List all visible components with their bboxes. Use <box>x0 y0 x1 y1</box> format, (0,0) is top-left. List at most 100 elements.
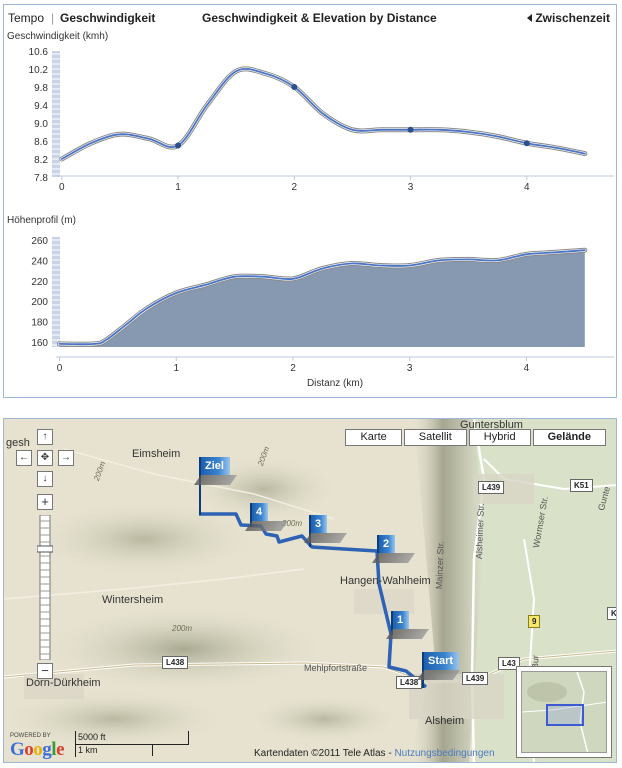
place-hangen-wahlheim: Hangen-Wahlheim <box>340 575 431 587</box>
charts-canvas: Geschwindigkeit (kmh) 7.8 8.2 8.6 9.0 9.4 9.8 1… <box>7 31 614 389</box>
triangle-left-icon <box>527 14 533 22</box>
map-panel[interactable]: Guntersblum Eimsheim gesh Wintersheim Ha… <box>3 418 617 763</box>
place-gesheim: gesh <box>6 437 30 449</box>
split-times-label: Zwischenzeit <box>535 11 610 25</box>
elevation-area <box>59 250 585 347</box>
route-marker-3[interactable]: 3 <box>309 515 328 533</box>
x-axis-label: Distanz (km) <box>307 378 363 389</box>
pan-down-icon[interactable]: ↓ <box>37 471 53 487</box>
hill-shade <box>4 689 234 749</box>
y-tick-label: 200 <box>31 297 48 308</box>
map-copyright: Kartendaten ©2011 Tele Atlas - Nutzungsb… <box>254 748 495 759</box>
map-type-satellite-button[interactable]: Satellit <box>403 429 467 446</box>
y-axis-label: Höhenprofil (m) <box>7 215 76 226</box>
x-tick-label: 3 <box>407 363 413 374</box>
scale-bar <box>152 744 153 756</box>
zoom-slider[interactable] <box>37 515 53 660</box>
place-alsheim: Alsheim <box>425 715 465 727</box>
map-type-bar: Karte Satellit Hybrid Gelände <box>343 429 606 446</box>
street-alsheimer: Alsheimer Str. <box>474 503 486 560</box>
road-badge-l43: L43 <box>498 657 520 670</box>
pan-left-icon[interactable]: ← <box>16 450 32 466</box>
chart-0: Geschwindigkeit (kmh) 7.8 8.2 8.6 9.0 9.4 9.8 1… <box>7 31 614 193</box>
x-tick-label: 2 <box>292 182 298 193</box>
km-marker-point <box>407 126 414 133</box>
street-mainzer: Mainzer Str. <box>434 541 446 590</box>
elevation-label: 200m <box>172 624 193 633</box>
overview-map[interactable] <box>516 666 612 758</box>
place-guntersblum: Guntersblum <box>460 419 523 431</box>
speed-tab[interactable]: Geschwindigkeit <box>60 11 156 25</box>
y-tick-label: 10.2 <box>29 65 49 76</box>
powered-by-label: POWERED BY <box>10 733 51 739</box>
place-wintersheim: Wintersheim <box>102 594 164 606</box>
y-tick-label: 8.2 <box>34 155 48 166</box>
place-dorn-durkheim: Dorn-Dürkheim <box>26 677 101 689</box>
y-tick-label: 9.0 <box>34 119 48 130</box>
minor-road <box>4 568 305 600</box>
y-tick-label: 260 <box>31 236 48 247</box>
y-tick-label: 180 <box>31 318 48 329</box>
google-logo[interactable]: Google <box>10 739 64 760</box>
map-type-karte-button[interactable]: Karte <box>345 429 402 446</box>
y-tick-label: 10.6 <box>29 47 49 58</box>
route-marker-4[interactable]: 4 <box>250 503 269 521</box>
route-marker-1[interactable]: 1 <box>391 611 410 629</box>
route-marker-ziel[interactable]: Ziel <box>199 457 230 475</box>
zoom-out-button[interactable]: − <box>37 663 53 679</box>
y-axis-bar <box>52 237 60 347</box>
chart-panel: Tempo | Geschwindigkeit Geschwindigkeit … <box>3 4 617 398</box>
tab-separator: | <box>51 11 55 25</box>
tempo-tab[interactable]: Tempo <box>8 11 45 25</box>
y-tick-label: 7.8 <box>34 173 48 184</box>
chart-header: Tempo | Geschwindigkeit Geschwindigkeit … <box>4 5 616 29</box>
x-tick-label: 2 <box>290 363 296 374</box>
km-marker-point <box>523 140 530 147</box>
hill-shade <box>24 499 264 579</box>
zoom-in-button[interactable]: + <box>37 494 53 510</box>
street-mehlpfort: Mehlpfortstraße <box>304 663 368 673</box>
route-line <box>199 512 428 689</box>
route-marker-start[interactable]: Start <box>422 652 460 670</box>
road-badge-l438-alsheim: L438 <box>396 676 423 689</box>
road-badge-k51: K51 <box>570 479 593 492</box>
map-type-hybrid-button[interactable]: Hybrid <box>468 429 531 446</box>
map-type-terrain-button[interactable]: Gelände <box>532 429 606 446</box>
scale-bar <box>188 731 189 744</box>
road-badge-l439: L439 <box>478 481 505 494</box>
x-tick-label: 0 <box>59 182 65 193</box>
road-badge-9: 9 <box>528 615 541 628</box>
series-line <box>58 249 586 346</box>
hill-shade <box>34 604 334 694</box>
chart-1: Höhenprofil (m) 160 180 200 220 240 260 0 1 2 3 4 Di… <box>7 215 614 389</box>
overview-terrain <box>522 672 606 752</box>
x-tick-label: 1 <box>173 363 179 374</box>
split-times-toggle[interactable]: Zwischenzeit <box>527 11 610 25</box>
km-marker-point <box>175 142 182 149</box>
y-tick-label: 8.6 <box>34 137 48 148</box>
town-block <box>24 674 84 699</box>
hill-shade <box>244 694 404 744</box>
pan-right-icon[interactable]: → <box>58 450 74 466</box>
pan-up-icon[interactable]: ↑ <box>37 429 53 445</box>
place-eimsheim: Eimsheim <box>132 448 181 460</box>
km-marker-point <box>291 84 298 90</box>
y-tick-label: 240 <box>31 256 48 267</box>
pan-center-icon[interactable]: ✥ <box>37 450 53 466</box>
overview-viewport[interactable] <box>546 704 584 726</box>
elevation-label: 200m <box>282 519 303 528</box>
series-line <box>60 68 586 160</box>
scale-bar <box>75 744 189 745</box>
road-badge-l438: L438 <box>162 656 189 669</box>
road-badge-k: K <box>607 607 616 620</box>
route-marker-2[interactable]: 2 <box>377 535 396 553</box>
terms-link[interactable]: Nutzungsbedingungen <box>394 748 495 759</box>
y-tick-label: 9.4 <box>34 101 48 112</box>
y-axis-label: Geschwindigkeit (kmh) <box>7 31 108 42</box>
x-tick-label: 0 <box>57 363 63 374</box>
zoom-slider-thumb[interactable] <box>37 545 53 553</box>
marker-pole <box>199 457 201 515</box>
x-tick-label: 4 <box>524 182 530 193</box>
zoom-slider-ticks <box>40 520 50 655</box>
road-badge-l439-south: L439 <box>462 672 489 685</box>
